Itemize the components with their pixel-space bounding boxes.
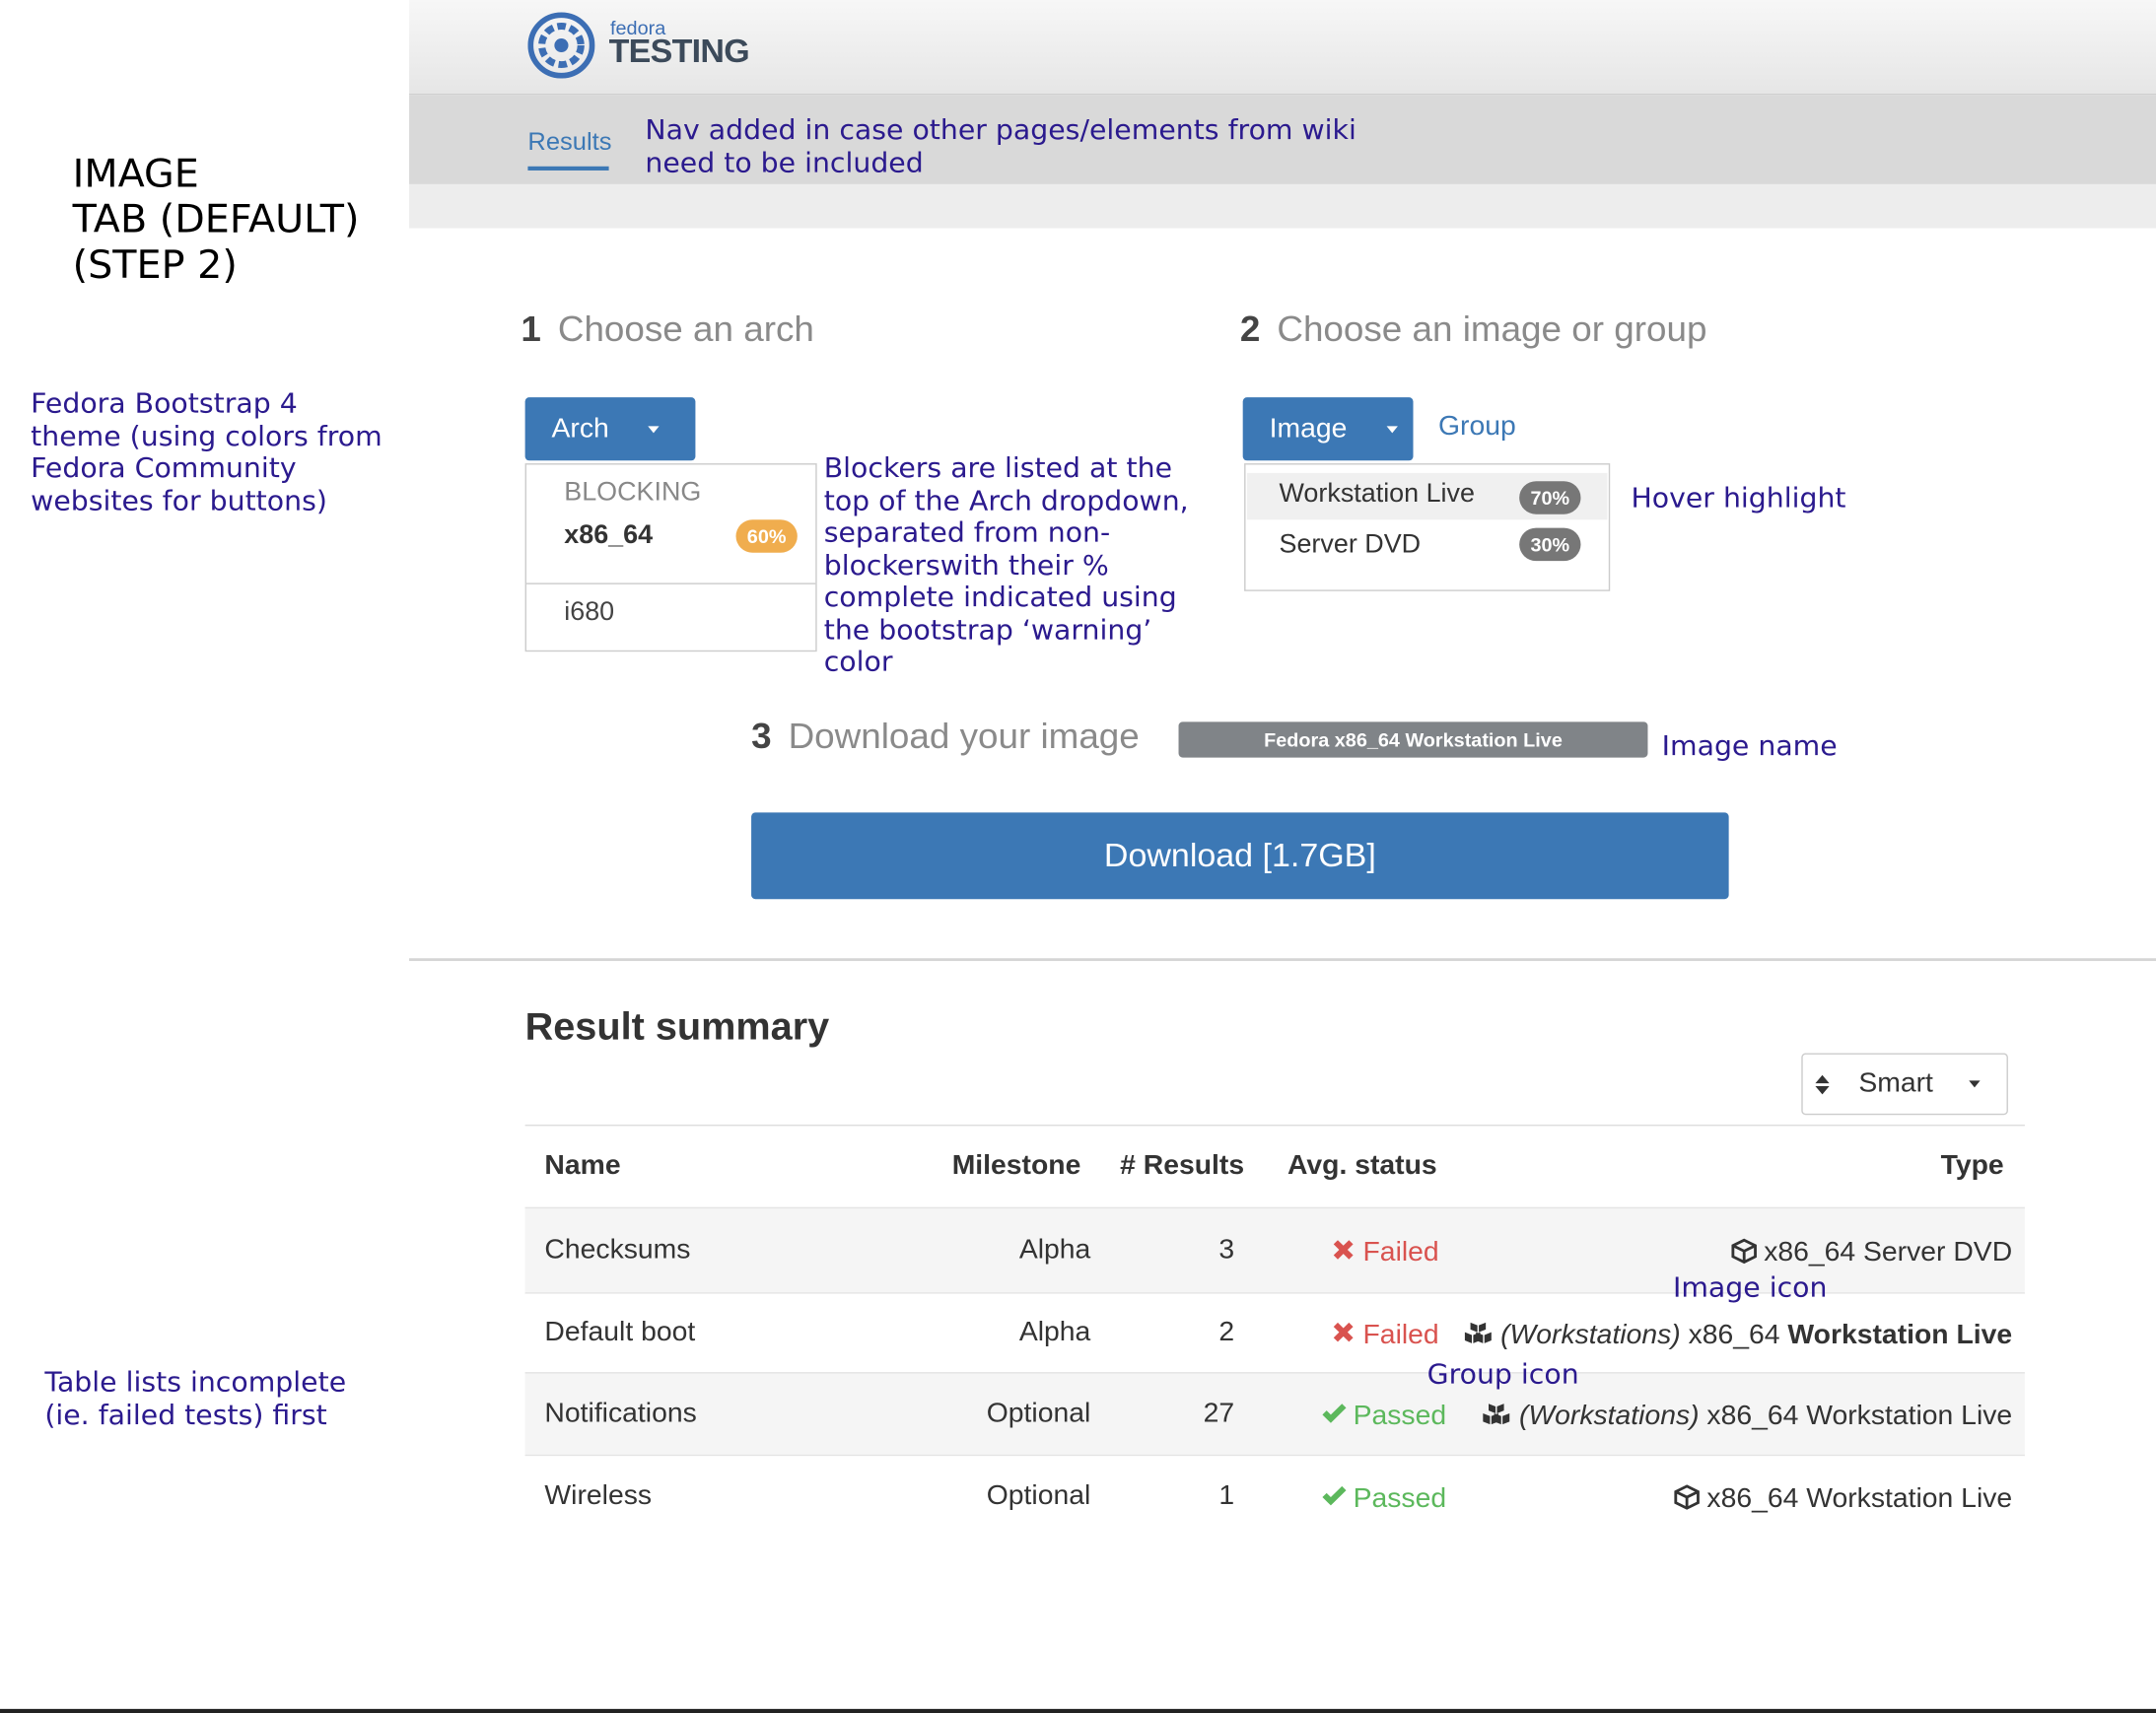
arch-menu: BLOCKING x86_64 60% i680 [524,463,817,652]
image-name: Workstation Live [1787,1320,2013,1350]
group-icon [1464,1322,1492,1343]
step-3: 3 Download your image [751,715,1140,757]
group-name: (Workstations) [1518,1401,1700,1432]
image-name: Server DVD [1863,1237,2013,1268]
logo-small: fedora [610,16,666,39]
nav-tab-underline [527,166,609,171]
cell-type: x86_64 Workstation Live [1673,1483,2012,1515]
page-label: IMAGE TAB (DEFAULT) (STEP 2) [72,151,360,288]
row-stripe [524,1206,2025,1293]
col-header: Type [1940,1150,2004,1182]
cube-icon [1731,1238,1758,1265]
logo-big: TESTING [608,33,750,71]
table-top [524,1125,2025,1127]
arch-item[interactable]: x86_64 [564,520,654,550]
download-button[interactable]: Download [1.7GB] [751,812,1729,900]
logo-icon [527,12,595,79]
fail-icon [1333,1240,1354,1260]
cell-name: Notifications [544,1398,697,1429]
row-line [524,1292,2025,1294]
image-button[interactable]: Image [1242,397,1414,461]
row-line [524,1206,2025,1209]
sort-icon [1815,1074,1830,1094]
col-header: Avg. status [1287,1150,1437,1182]
cube-icon [1674,1484,1701,1510]
row-line [524,1372,2025,1374]
arch-button[interactable]: Arch [524,397,696,461]
cell-milestone: Alpha [1018,1317,1091,1348]
step-2: 2 Choose an image or group [1239,308,1707,350]
cell-status: Failed [1330,1237,1439,1268]
blocking-header: BLOCKING [564,478,702,508]
badge: 70% [1519,481,1581,514]
step-1: 1 Choose an arch [521,308,814,350]
arch-name: x86_64 [1764,1237,1856,1268]
cell-type: x86_64 Server DVD [1730,1237,2012,1268]
cell-name: Default boot [544,1317,696,1348]
hover-note: Hover highlight [1631,481,1846,514]
arch-name: x86_64 [1706,1483,1799,1514]
cell-type: (Workstations) x86_64 Workstation Live [1477,1401,2012,1432]
cell-status: Failed [1330,1320,1439,1351]
cell-results: 2 [1218,1317,1235,1348]
cell-results: 1 [1218,1480,1235,1511]
pass-icon [1322,1485,1347,1506]
arch-item[interactable]: i680 [564,597,615,628]
arch-name: x86_64 [1706,1401,1799,1432]
status-text: Failed [1362,1237,1439,1268]
bottom-border [0,1708,2156,1713]
divider [526,582,816,584]
cell-milestone: Alpha [1018,1234,1091,1266]
image-item[interactable]: Server DVD [1279,530,1422,560]
group-icon-note: Group icon [1426,1356,1579,1391]
status-text: Passed [1353,1401,1447,1432]
col-header: Name [544,1150,621,1182]
nav-tab[interactable]: Results [527,127,612,156]
table-note: Table lists incomplete (ie. failed tests)… [44,1365,347,1431]
image-name-note: Image name [1661,728,1838,762]
image-menu: Workstation Live 70% Server DVD 30% [1244,463,1611,591]
image-icon-note: Image icon [1672,1269,1828,1304]
arch-name: x86_64 [1688,1320,1780,1350]
cell-type: (Workstations) x86_64 Workstation Live [1459,1320,2013,1351]
sort-select[interactable]: Smart [1801,1053,2008,1116]
row-stripe [524,1372,2025,1455]
group-link[interactable]: Group [1437,411,1516,442]
nav-note: Nav added in case other pages/elements f… [645,112,1356,178]
cell-milestone: Optional [986,1480,1091,1511]
cell-results: 27 [1203,1398,1235,1429]
image-item[interactable]: Workstation Live [1279,479,1475,510]
image-name: Workstation Live [1806,1483,2013,1514]
status-text: Failed [1362,1320,1439,1350]
group-name: (Workstations) [1500,1320,1681,1350]
cell-status: Passed [1320,1483,1447,1515]
image-name: Workstation Live [1806,1401,2013,1432]
col-header: # Results [1120,1150,1245,1182]
nav-bar [409,95,2156,184]
pass-icon [1322,1404,1347,1423]
badge: 30% [1519,527,1581,562]
row-line [524,1454,2025,1457]
cell-name: Wireless [544,1480,653,1511]
cell-status: Passed [1320,1401,1447,1432]
nav-spacer [409,183,2156,229]
col-header: Milestone [951,1150,1081,1182]
theme-note: Fedora Bootstrap 4 theme (using colors fr… [31,385,383,516]
separator [409,958,2156,962]
group-icon [1483,1404,1510,1425]
blockers-note: Blockers are listed at the top of the Arc… [823,450,1189,678]
fail-icon [1333,1322,1354,1342]
cell-results: 3 [1218,1234,1235,1266]
image-name-label: Fedora x86_64 Workstation Live [1178,721,1648,758]
cell-name: Checksums [544,1234,691,1266]
summary-title: Result summary [524,1004,830,1048]
header-bar [409,0,2156,96]
status-text: Passed [1353,1483,1447,1514]
warning-badge: 60% [735,519,798,553]
cell-milestone: Optional [986,1398,1091,1429]
